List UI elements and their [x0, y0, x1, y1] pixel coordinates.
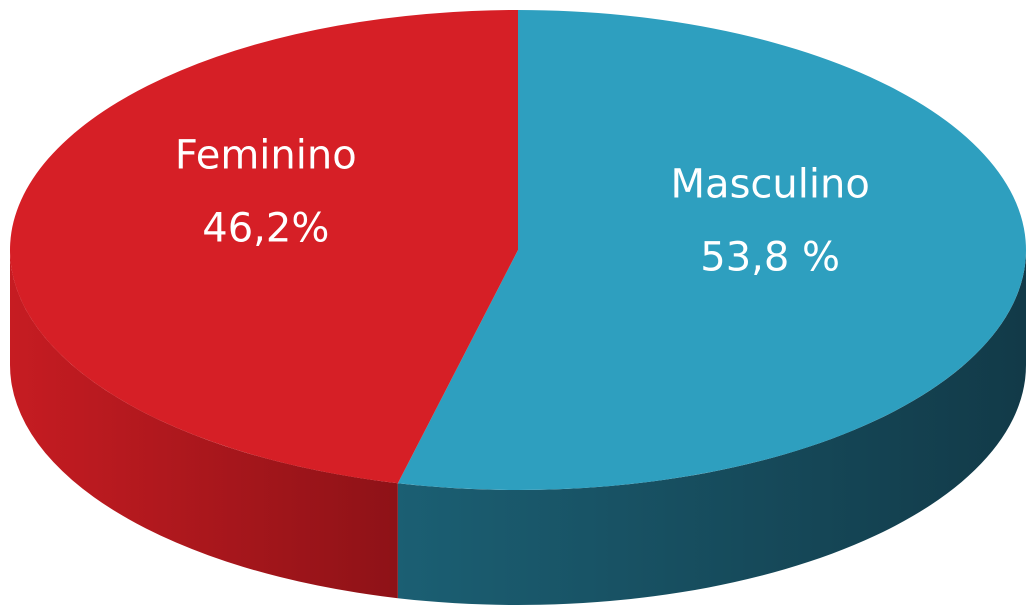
slice-label: Masculino [671, 161, 870, 207]
value-label: 46,2% [202, 206, 329, 252]
pie-slice [9, 10, 519, 484]
pie-slice [397, 10, 1026, 490]
slice-label: Feminino [175, 133, 357, 179]
pie-side [397, 250, 1026, 605]
value-label: 53,8 % [700, 234, 840, 280]
pie-side [10, 250, 398, 599]
